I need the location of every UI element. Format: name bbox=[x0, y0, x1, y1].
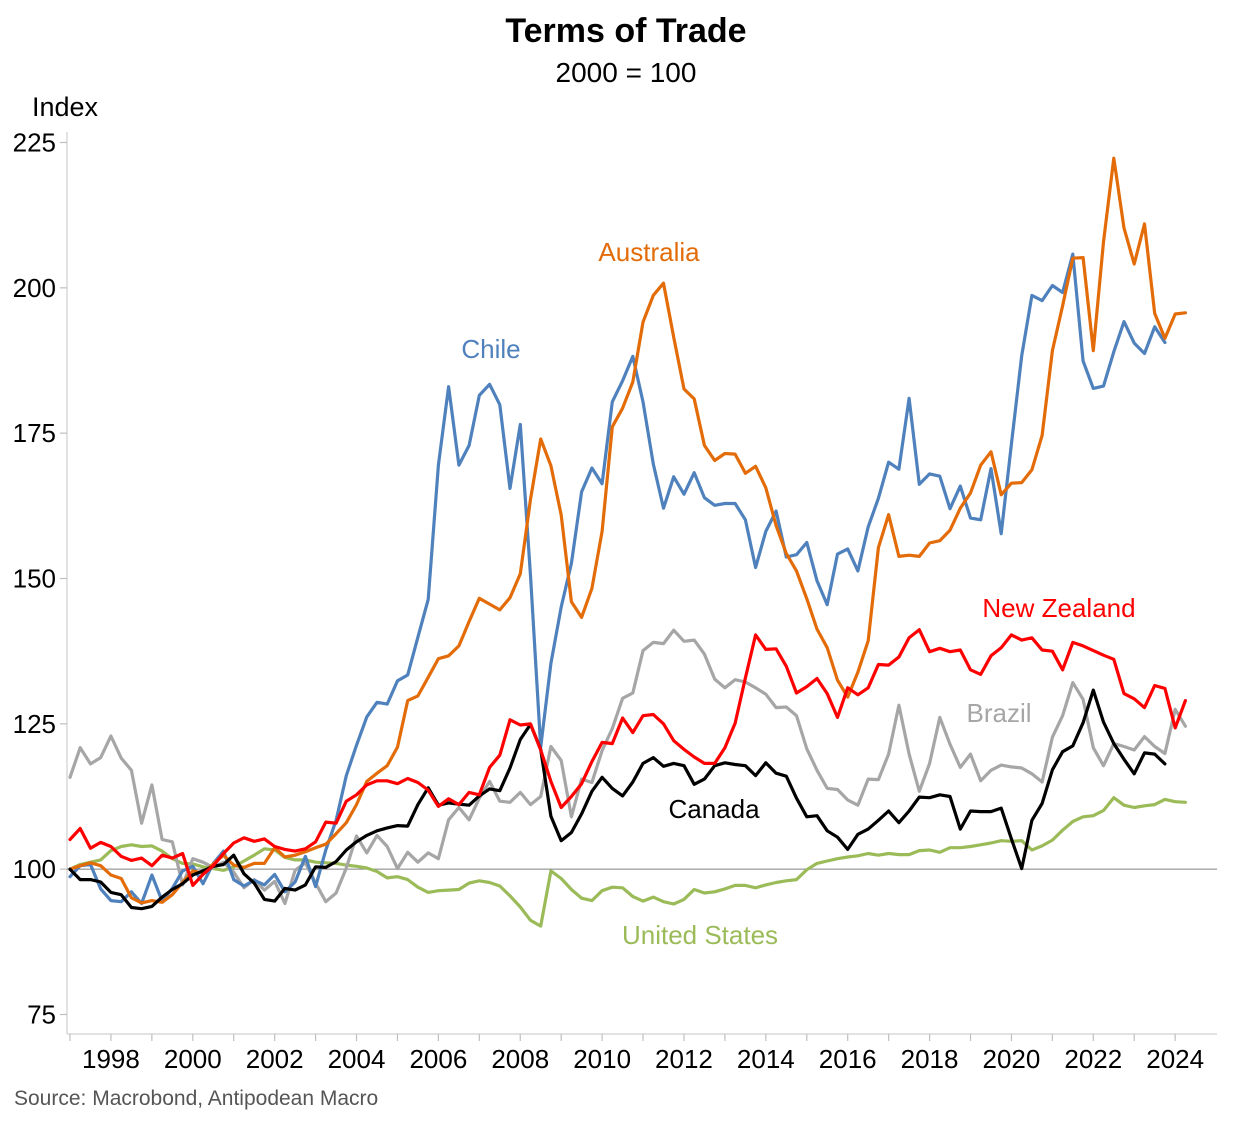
x-tick-label: 2000 bbox=[164, 1044, 222, 1074]
y-tick-label: 100 bbox=[13, 854, 56, 884]
series-line-canada bbox=[68, 688, 1167, 911]
source-note: Source: Macrobond, Antipodean Macro bbox=[14, 1087, 378, 1110]
series-label-chile: Chile bbox=[461, 334, 520, 364]
x-tick-label: 2020 bbox=[983, 1044, 1041, 1074]
x-tick-label: 2018 bbox=[901, 1044, 959, 1074]
series-label-canada: Canada bbox=[668, 794, 760, 824]
series-label-brazil: Brazil bbox=[966, 698, 1031, 728]
series-line-new-zealand bbox=[68, 628, 1188, 888]
x-tick-label: 2022 bbox=[1064, 1044, 1122, 1074]
x-axis-ticks: 1998 2000 2002 2004 2006 2008 2010 2012 2014 2016… bbox=[69, 1034, 1204, 1074]
series-label-australia: Australia bbox=[598, 237, 700, 267]
series-line-united-states bbox=[68, 796, 1188, 928]
series-line-chile bbox=[68, 252, 1167, 906]
series-label-united-states: United States bbox=[622, 920, 778, 950]
y-tick-label: 150 bbox=[13, 564, 56, 594]
x-tick-label: 2004 bbox=[328, 1044, 386, 1074]
chart-title: Terms of Trade bbox=[505, 12, 746, 50]
x-tick-label: 2024 bbox=[1146, 1044, 1204, 1074]
x-tick-label: 2002 bbox=[246, 1044, 304, 1074]
y-tick-label: 225 bbox=[13, 128, 56, 158]
y-axis-label: Index bbox=[32, 92, 99, 122]
chart-subtitle: 2000 = 100 bbox=[556, 57, 697, 88]
x-tick-label: 2008 bbox=[491, 1044, 549, 1074]
x-tick-label: 2006 bbox=[409, 1044, 467, 1074]
y-tick-label: 75 bbox=[27, 1000, 56, 1030]
y-tick-label: 125 bbox=[13, 709, 56, 739]
y-tick-label: 200 bbox=[13, 273, 56, 303]
y-tick-label: 175 bbox=[13, 418, 56, 448]
x-tick-label: 2010 bbox=[573, 1044, 631, 1074]
series-lines bbox=[68, 156, 1188, 928]
x-tick-label: 2014 bbox=[737, 1044, 795, 1074]
x-tick-label: 2012 bbox=[655, 1044, 713, 1074]
y-axis-ticks: 75 100 125 150 175 200 225 bbox=[13, 128, 67, 1030]
x-tick-label: 1998 bbox=[82, 1044, 140, 1074]
series-line-australia bbox=[68, 156, 1188, 905]
x-tick-label: 2016 bbox=[819, 1044, 877, 1074]
series-label-new-zealand: New Zealand bbox=[982, 593, 1135, 623]
